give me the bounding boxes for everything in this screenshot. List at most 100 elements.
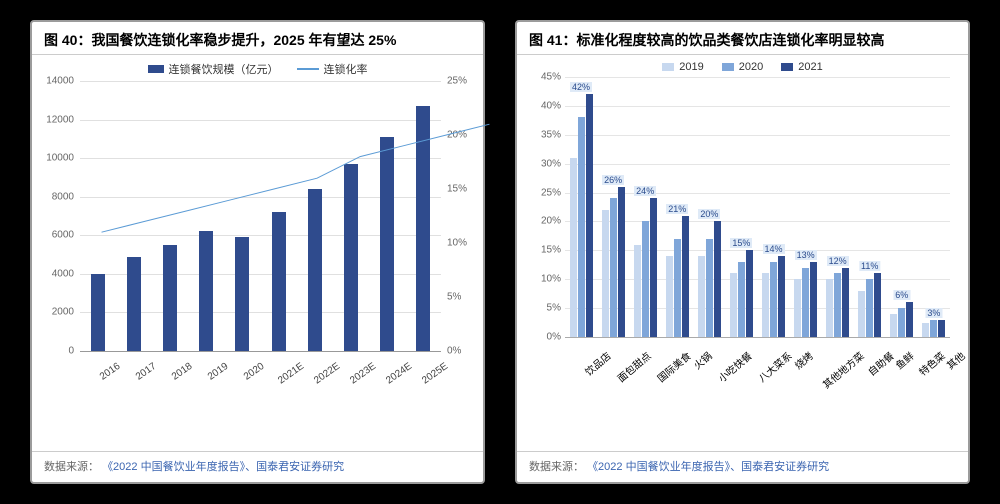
bar (344, 164, 358, 351)
legend-item: 2019 (662, 61, 703, 73)
bar-top-label: 20% (698, 209, 720, 219)
bar (890, 314, 897, 337)
legend-label: 2020 (739, 61, 763, 73)
bar-top-label: 13% (795, 250, 817, 260)
bar (272, 212, 286, 351)
y-left-tick: 6000 (40, 230, 74, 241)
bar-top-label: 11% (859, 261, 880, 271)
bar-group: 26% (597, 77, 629, 337)
chart-40-body: 连锁餐饮规模（亿元） 连锁化率 020004000600080001000012… (32, 55, 483, 451)
x-tick: 2025E (414, 351, 451, 386)
y-left-tick: 0 (40, 346, 74, 357)
bar (762, 273, 769, 337)
y-left-tick: 10000 (40, 153, 74, 164)
bar (570, 158, 577, 337)
legend-label: 连锁餐饮规模（亿元） (169, 61, 279, 77)
y-right-tick: 25% (447, 76, 475, 87)
bar-group: 13% (790, 77, 822, 337)
chart-41-legend: 2019 2020 2021 (527, 61, 958, 73)
bar (738, 262, 745, 337)
bar (602, 210, 609, 337)
bar-top-label: 6% (893, 290, 910, 300)
y-tick: 35% (531, 129, 561, 140)
bar (778, 256, 785, 337)
bar-group: 11% (854, 77, 886, 337)
bar (730, 273, 737, 337)
chart-40-title: 图 40：我国餐饮连锁化率稳步提升，2025 年有望达 25% (32, 22, 483, 55)
legend-label: 2019 (679, 61, 703, 73)
bar (163, 245, 177, 351)
legend-item: 2020 (722, 61, 763, 73)
legend-label: 连锁化率 (324, 61, 368, 77)
bar (794, 279, 801, 337)
bar (642, 221, 649, 337)
chart-40-legend: 连锁餐饮规模（亿元） 连锁化率 (42, 61, 473, 77)
chart-41-xaxis: 饮品店面包甜点国际美食火锅小吃快餐八大菜系烧烤其他地方菜自助餐鱼鲜特色菜其他 (527, 337, 958, 373)
bar (91, 274, 105, 351)
bar (578, 117, 585, 337)
y-right-tick: 15% (447, 184, 475, 195)
bar (586, 94, 593, 337)
bar (650, 198, 657, 337)
chart-panel-41: 图 41：标准化程度较高的饮品类餐饮店连锁化率明显较高 2019 2020 2021… (515, 20, 970, 484)
chart-41-body: 201920202021 0%5%10%15%20%25%30%35%40%45… (517, 55, 968, 451)
source-body: 《2022 中国餐饮业年度报告》、国泰君安证券研究 (587, 461, 829, 473)
bar (127, 257, 141, 352)
bar-group: 42% (565, 77, 597, 337)
bar (810, 262, 817, 337)
y-tick: 5% (531, 303, 561, 314)
chart-41-title: 图 41：标准化程度较高的饮品类餐饮店连锁化率明显较高 (517, 22, 968, 55)
chart-panel-40: 图 40：我国餐饮连锁化率稳步提升，2025 年有望达 25% 连锁餐饮规模（亿… (30, 20, 485, 484)
bar (930, 320, 937, 337)
bar (682, 216, 689, 337)
bar-top-label: 14% (762, 244, 784, 254)
bar-top-label: 21% (666, 204, 688, 214)
y-tick: 20% (531, 216, 561, 227)
y-left-tick: 12000 (40, 114, 74, 125)
bar (698, 256, 705, 337)
bar (874, 273, 881, 337)
bar-top-label: 42% (570, 82, 592, 92)
chart-40-plot: 020004000600080001000012000140000%5%10%1… (42, 81, 473, 351)
y-left-tick: 8000 (40, 191, 74, 202)
y-right-tick: 0% (447, 346, 475, 357)
legend-label: 2021 (798, 61, 822, 73)
bar (898, 308, 905, 337)
bar (770, 262, 777, 337)
bar (610, 198, 617, 337)
bar-group: 12% (822, 77, 854, 337)
y-left-tick: 2000 (40, 307, 74, 318)
bar-group: 20% (693, 77, 725, 337)
bar-swatch-icon (148, 65, 164, 73)
y-left-tick: 14000 (40, 76, 74, 87)
bar (199, 231, 213, 351)
bar-group: 21% (661, 77, 693, 337)
bar-top-label: 15% (730, 238, 752, 248)
y-tick: 40% (531, 100, 561, 111)
y-tick: 15% (531, 245, 561, 256)
source-body: 《2022 中国餐饮业年度报告》、国泰君安证券研究 (102, 461, 344, 473)
bar-swatch-icon (781, 63, 793, 71)
source-prefix: 数据来源： (529, 461, 584, 473)
bar (706, 239, 713, 337)
bar-top-label: 3% (925, 308, 942, 318)
bar (235, 237, 249, 351)
bar-top-label: 24% (634, 186, 656, 196)
bar-group: 6% (886, 77, 918, 337)
y-tick: 10% (531, 274, 561, 285)
y-tick: 30% (531, 158, 561, 169)
bar (826, 279, 833, 337)
legend-item: 2021 (781, 61, 822, 73)
bar-group: 3% (918, 77, 950, 337)
chart-41-plot: 0%5%10%15%20%25%30%35%40%45%42%26%24%21%… (527, 77, 958, 337)
bar-top-label: 12% (827, 256, 849, 266)
bar (842, 268, 849, 337)
bar (714, 221, 721, 337)
bar (380, 137, 394, 351)
chart-40-xaxis: 201620172018201920202021E2022E2023E2024E… (42, 351, 473, 391)
bar (666, 256, 673, 337)
bar-swatch-icon (662, 63, 674, 71)
y-tick: 45% (531, 72, 561, 83)
y-tick: 25% (531, 187, 561, 198)
chart-41-source: 数据来源： 《2022 中国餐饮业年度报告》、国泰君安证券研究 (517, 451, 968, 482)
